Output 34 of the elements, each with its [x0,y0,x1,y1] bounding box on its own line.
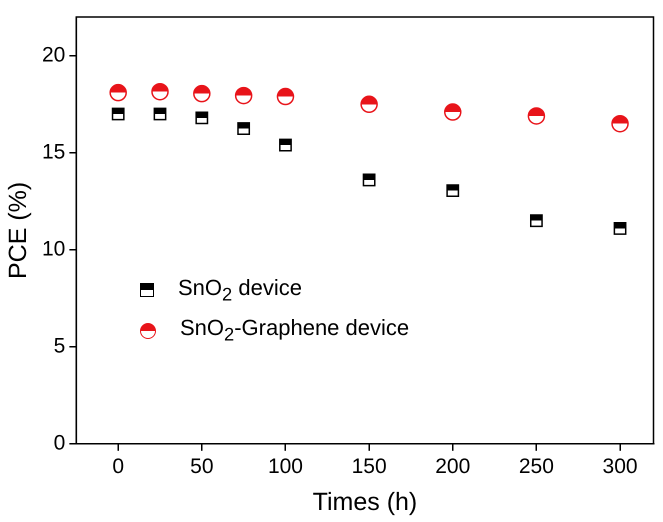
y-tick-label: 15 [42,140,66,164]
point [276,88,294,106]
point [237,122,250,135]
point [234,86,252,104]
point [614,222,626,235]
x-tick-label: 300 [602,455,638,478]
point [611,114,629,132]
point [154,108,166,120]
point [444,103,462,121]
point [530,214,543,228]
legend-label: SnO$_{2}$ device [178,275,302,306]
x-axis-title: Times (h) [312,488,418,516]
point [528,107,546,125]
point [109,84,127,102]
point [151,82,169,100]
x-tick-label: 50 [190,455,214,478]
point [446,184,460,198]
y-tick-label: 5 [54,334,66,358]
y-tick-label: 10 [42,238,66,261]
point [195,111,208,124]
y-tick-label: 20 [42,44,66,67]
x-tick-label: 150 [352,455,387,478]
point [279,138,292,152]
x-tick-label: 0 [112,455,124,478]
y-axis-title: PCE (%) [4,182,32,280]
x-tick-label: 200 [435,455,470,478]
legend-label: SnO$_{2}$-Graphene device [180,315,410,346]
point [362,174,376,186]
point [193,84,211,102]
point [112,108,125,120]
point [360,96,378,114]
x-tick-label: 250 [518,455,554,478]
y-tick-label: 0 [54,432,66,455]
x-tick-label: 100 [268,455,303,478]
